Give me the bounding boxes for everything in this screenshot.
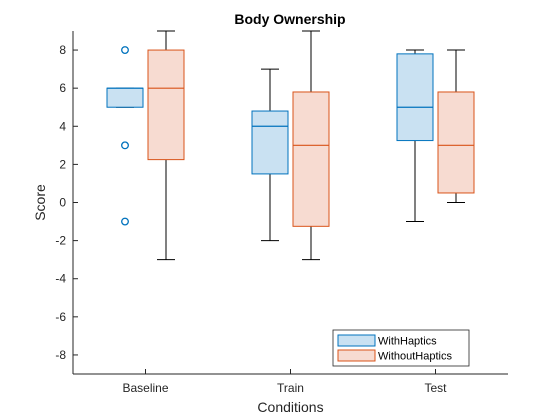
box-iqr [106, 87, 144, 108]
y-tick-label: -6 [55, 310, 66, 324]
y-tick-label: 6 [59, 81, 66, 95]
y-tick-label: 2 [59, 157, 66, 171]
x-axis-label: Conditions [257, 399, 323, 415]
y-tick-label: 4 [59, 119, 66, 133]
y-tick-label: 0 [59, 196, 66, 210]
box-Train [251, 68, 289, 242]
x-tick-label: Train [277, 381, 304, 395]
x-tick-label: Baseline [122, 381, 168, 395]
plot-area [73, 31, 508, 374]
y-tick-label: -8 [55, 348, 66, 362]
box-Baseline [106, 46, 144, 226]
outlier-point [121, 141, 129, 150]
x-tick-label: Test [424, 381, 447, 395]
box-iqr [251, 110, 289, 175]
legend-label: WithoutHaptics [378, 351, 452, 363]
box-Test [437, 49, 475, 203]
y-tick-label: -2 [55, 234, 66, 248]
box-Baseline [147, 30, 185, 261]
x-axis-ticks: Baseline Train Test [122, 369, 447, 395]
box-Train [292, 30, 330, 261]
box-series-group [106, 30, 475, 261]
y-axis-label: Score [32, 184, 48, 221]
box-iqr [292, 91, 330, 227]
outlier-point [121, 46, 129, 55]
box-iqr [147, 49, 185, 161]
outlier-point [121, 217, 129, 226]
y-axis-ticks: -8 -6 -4 -2 0 2 4 6 8 [55, 43, 78, 362]
legend-swatch [337, 349, 376, 362]
box-iqr [437, 91, 475, 194]
chart-title: Body Ownership [234, 11, 345, 27]
legend-label: WithHaptics [378, 336, 437, 348]
y-tick-label: -4 [55, 272, 66, 286]
box-Test [396, 49, 434, 223]
y-tick-label: 8 [59, 43, 66, 57]
legend-swatch [337, 334, 376, 347]
box-iqr [396, 53, 434, 142]
box-series-WithoutHaptics [147, 30, 475, 261]
legend: WithHaptics WithoutHaptics [332, 329, 470, 367]
box-series-WithHaptics [106, 46, 434, 242]
